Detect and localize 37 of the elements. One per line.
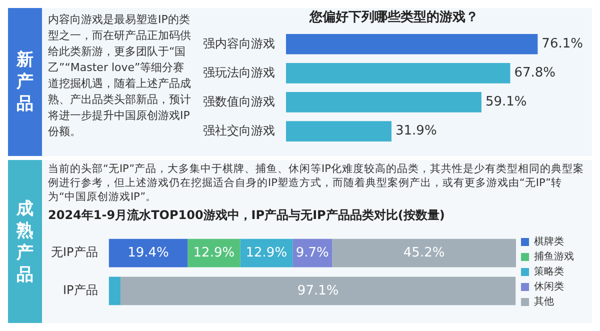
data-label: 12.9%: [246, 245, 288, 260]
text: 内容向游戏是最易塑造IP的类型之一，而在研产品正加码供给此类新游，更多团队于“国乙”“Master love”等细分赛道挖掘机遇，随着上述产品成熟、产出品类头部新品，预计将进一步提升中国原创游戏IP份额。: [47, 12, 192, 140]
bar: [240, 238, 293, 268]
legend-label: 休闲类: [534, 280, 564, 293]
data-label: 12.9%: [193, 245, 235, 260]
bar: [286, 34, 538, 54]
y-tick-label: 强玩法向游戏: [203, 65, 275, 80]
data-label: 9.7%: [296, 245, 329, 260]
y-tick-label: 强社交向游戏: [203, 123, 275, 138]
y-tick-label: 强内容向游戏: [203, 36, 275, 50]
bar: [286, 92, 482, 112]
chart-title: 2024年1-9月流水TOP100游戏中，IP产品与无IP产品品类对比(按数量): [48, 207, 446, 224]
legend-label: 棋牌类: [534, 236, 564, 248]
data-label: 59.1%: [485, 94, 527, 110]
bar: [332, 238, 516, 268]
y-tick-label: 强数值向游戏: [203, 94, 275, 108]
legend-label: 其他: [534, 296, 554, 308]
legend-label: 策略类: [534, 266, 564, 278]
y-tick-label: IP产品: [62, 283, 98, 298]
data-label: 67.8%: [514, 66, 556, 81]
text: 新产品: [16, 49, 34, 115]
bar: [108, 276, 121, 306]
legend-label: 捕鱼游戏: [534, 250, 574, 263]
data-label: 97.1%: [297, 283, 339, 298]
bar: [108, 238, 188, 268]
data-label: 31.9%: [395, 124, 437, 139]
bar: [286, 63, 510, 84]
data-label: 45.2%: [403, 245, 445, 260]
data-label: 19.4%: [128, 245, 169, 260]
bar: [120, 276, 516, 306]
bar: [188, 238, 240, 268]
chart-title: 您偏好下列哪些类型的游戏？: [308, 10, 478, 26]
data-label: 76.1%: [542, 36, 583, 52]
text: 成熟产品: [16, 198, 34, 286]
y-tick-label: 无IP产品: [50, 245, 98, 260]
text: 当前的头部“无IP”产品，大多集中于棋牌、捕鱼、休闲等IP化难度较高的品类，其共性是少有类型相同的典型案例进行参考，但上述游戏仍在挖掘适合自身的IP塑造方式，而随着典型案例产出，或有更多游戏由“无IP”转为“中国原创游戏IP”。: [48, 162, 585, 204]
bar: [286, 121, 392, 142]
